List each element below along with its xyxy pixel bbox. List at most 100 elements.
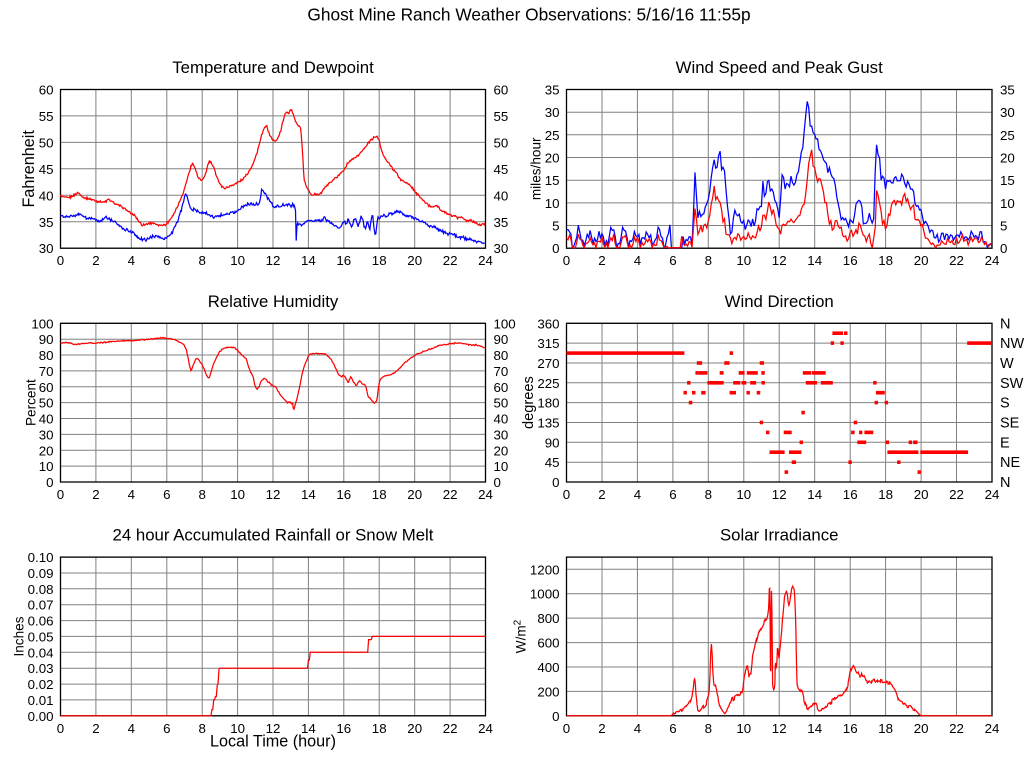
svg-text:270: 270 bbox=[537, 356, 559, 371]
svg-text:22: 22 bbox=[949, 721, 964, 736]
svg-text:0.08: 0.08 bbox=[28, 582, 54, 597]
svg-text:16: 16 bbox=[843, 487, 858, 502]
svg-text:20: 20 bbox=[407, 487, 422, 502]
svg-text:N: N bbox=[1000, 475, 1010, 491]
svg-text:16: 16 bbox=[336, 721, 351, 736]
svg-text:60: 60 bbox=[494, 380, 509, 395]
svg-text:90: 90 bbox=[545, 435, 560, 450]
svg-text:90: 90 bbox=[494, 332, 509, 347]
svg-text:N: N bbox=[1000, 316, 1010, 332]
svg-text:10: 10 bbox=[494, 459, 509, 474]
svg-text:180: 180 bbox=[537, 396, 559, 411]
svg-text:Inches: Inches bbox=[12, 616, 27, 656]
svg-text:0: 0 bbox=[563, 721, 570, 736]
svg-text:0: 0 bbox=[494, 475, 501, 490]
svg-text:4: 4 bbox=[634, 487, 641, 502]
svg-text:20: 20 bbox=[914, 487, 929, 502]
svg-text:315: 315 bbox=[537, 336, 559, 351]
svg-text:12: 12 bbox=[772, 487, 787, 502]
svg-text:10: 10 bbox=[39, 459, 54, 474]
svg-text:0.10: 0.10 bbox=[28, 550, 54, 565]
svg-text:6: 6 bbox=[163, 253, 170, 268]
svg-text:22: 22 bbox=[443, 721, 458, 736]
svg-text:6: 6 bbox=[163, 721, 170, 736]
svg-text:60: 60 bbox=[39, 83, 54, 98]
svg-text:8: 8 bbox=[198, 253, 205, 268]
svg-text:0: 0 bbox=[57, 721, 64, 736]
svg-text:0: 0 bbox=[57, 487, 64, 502]
svg-text:6: 6 bbox=[669, 487, 676, 502]
svg-text:0: 0 bbox=[46, 475, 53, 490]
svg-text:800: 800 bbox=[537, 611, 559, 626]
svg-text:12: 12 bbox=[266, 487, 281, 502]
svg-text:24: 24 bbox=[478, 487, 493, 502]
svg-text:25: 25 bbox=[545, 128, 560, 143]
svg-text:50: 50 bbox=[494, 396, 509, 411]
svg-text:0: 0 bbox=[563, 487, 570, 502]
svg-text:Wind Speed and Peak Gust: Wind Speed and Peak Gust bbox=[676, 58, 883, 77]
svg-text:0.03: 0.03 bbox=[28, 661, 54, 676]
svg-text:50: 50 bbox=[494, 135, 509, 150]
svg-text:Fahrenheit: Fahrenheit bbox=[20, 130, 38, 208]
svg-text:30: 30 bbox=[545, 105, 560, 120]
svg-text:24: 24 bbox=[985, 487, 1000, 502]
svg-text:35: 35 bbox=[545, 83, 560, 98]
svg-text:16: 16 bbox=[843, 721, 858, 736]
svg-text:14: 14 bbox=[807, 487, 822, 502]
svg-text:1200: 1200 bbox=[530, 562, 560, 577]
svg-text:NE: NE bbox=[1000, 455, 1020, 471]
svg-text:35: 35 bbox=[39, 215, 54, 230]
svg-text:0: 0 bbox=[552, 709, 559, 724]
svg-text:50: 50 bbox=[39, 135, 54, 150]
svg-text:8: 8 bbox=[198, 487, 205, 502]
svg-text:55: 55 bbox=[39, 109, 54, 124]
svg-text:20: 20 bbox=[1000, 151, 1015, 166]
svg-text:20: 20 bbox=[407, 253, 422, 268]
svg-text:14: 14 bbox=[301, 721, 316, 736]
svg-text:55: 55 bbox=[494, 109, 509, 124]
svg-text:30: 30 bbox=[39, 241, 54, 256]
svg-text:10: 10 bbox=[545, 196, 560, 211]
svg-text:80: 80 bbox=[39, 348, 54, 363]
svg-text:15: 15 bbox=[1000, 173, 1015, 188]
svg-text:70: 70 bbox=[494, 364, 509, 379]
svg-text:24: 24 bbox=[478, 721, 493, 736]
svg-text:22: 22 bbox=[949, 487, 964, 502]
svg-text:Relative Humidity: Relative Humidity bbox=[208, 292, 339, 311]
svg-text:16: 16 bbox=[843, 253, 858, 268]
svg-text:NW: NW bbox=[1000, 336, 1024, 352]
svg-text:5: 5 bbox=[552, 219, 559, 234]
svg-text:30: 30 bbox=[494, 241, 509, 256]
svg-text:40: 40 bbox=[39, 412, 54, 427]
svg-text:12: 12 bbox=[266, 721, 281, 736]
svg-text:Wind Direction: Wind Direction bbox=[725, 292, 834, 311]
svg-text:5: 5 bbox=[1000, 219, 1007, 234]
svg-text:10: 10 bbox=[736, 253, 751, 268]
svg-text:20: 20 bbox=[914, 721, 929, 736]
svg-text:14: 14 bbox=[301, 253, 316, 268]
svg-text:20: 20 bbox=[494, 443, 509, 458]
svg-text:24: 24 bbox=[985, 721, 1000, 736]
svg-text:0.06: 0.06 bbox=[28, 614, 54, 629]
svg-text:8: 8 bbox=[198, 721, 205, 736]
svg-text:4: 4 bbox=[634, 721, 641, 736]
svg-text:6: 6 bbox=[669, 253, 676, 268]
svg-text:0.09: 0.09 bbox=[28, 566, 54, 581]
svg-text:Percent: Percent bbox=[24, 379, 39, 426]
svg-text:Ghost Mine Ranch Weather Obser: Ghost Mine Ranch Weather Observations: 5… bbox=[307, 5, 750, 25]
svg-text:2: 2 bbox=[598, 487, 605, 502]
svg-text:90: 90 bbox=[39, 332, 54, 347]
svg-text:W/m2: W/m2 bbox=[513, 619, 529, 653]
svg-text:15: 15 bbox=[545, 173, 560, 188]
svg-text:600: 600 bbox=[537, 636, 559, 651]
svg-text:2: 2 bbox=[598, 253, 605, 268]
svg-text:4: 4 bbox=[634, 253, 641, 268]
svg-text:45: 45 bbox=[545, 455, 560, 470]
svg-text:0: 0 bbox=[552, 241, 559, 256]
svg-text:E: E bbox=[1000, 435, 1010, 451]
svg-text:25: 25 bbox=[1000, 128, 1015, 143]
svg-text:0: 0 bbox=[1000, 241, 1007, 256]
svg-text:10: 10 bbox=[736, 721, 751, 736]
svg-text:10: 10 bbox=[230, 487, 245, 502]
svg-text:60: 60 bbox=[39, 380, 54, 395]
